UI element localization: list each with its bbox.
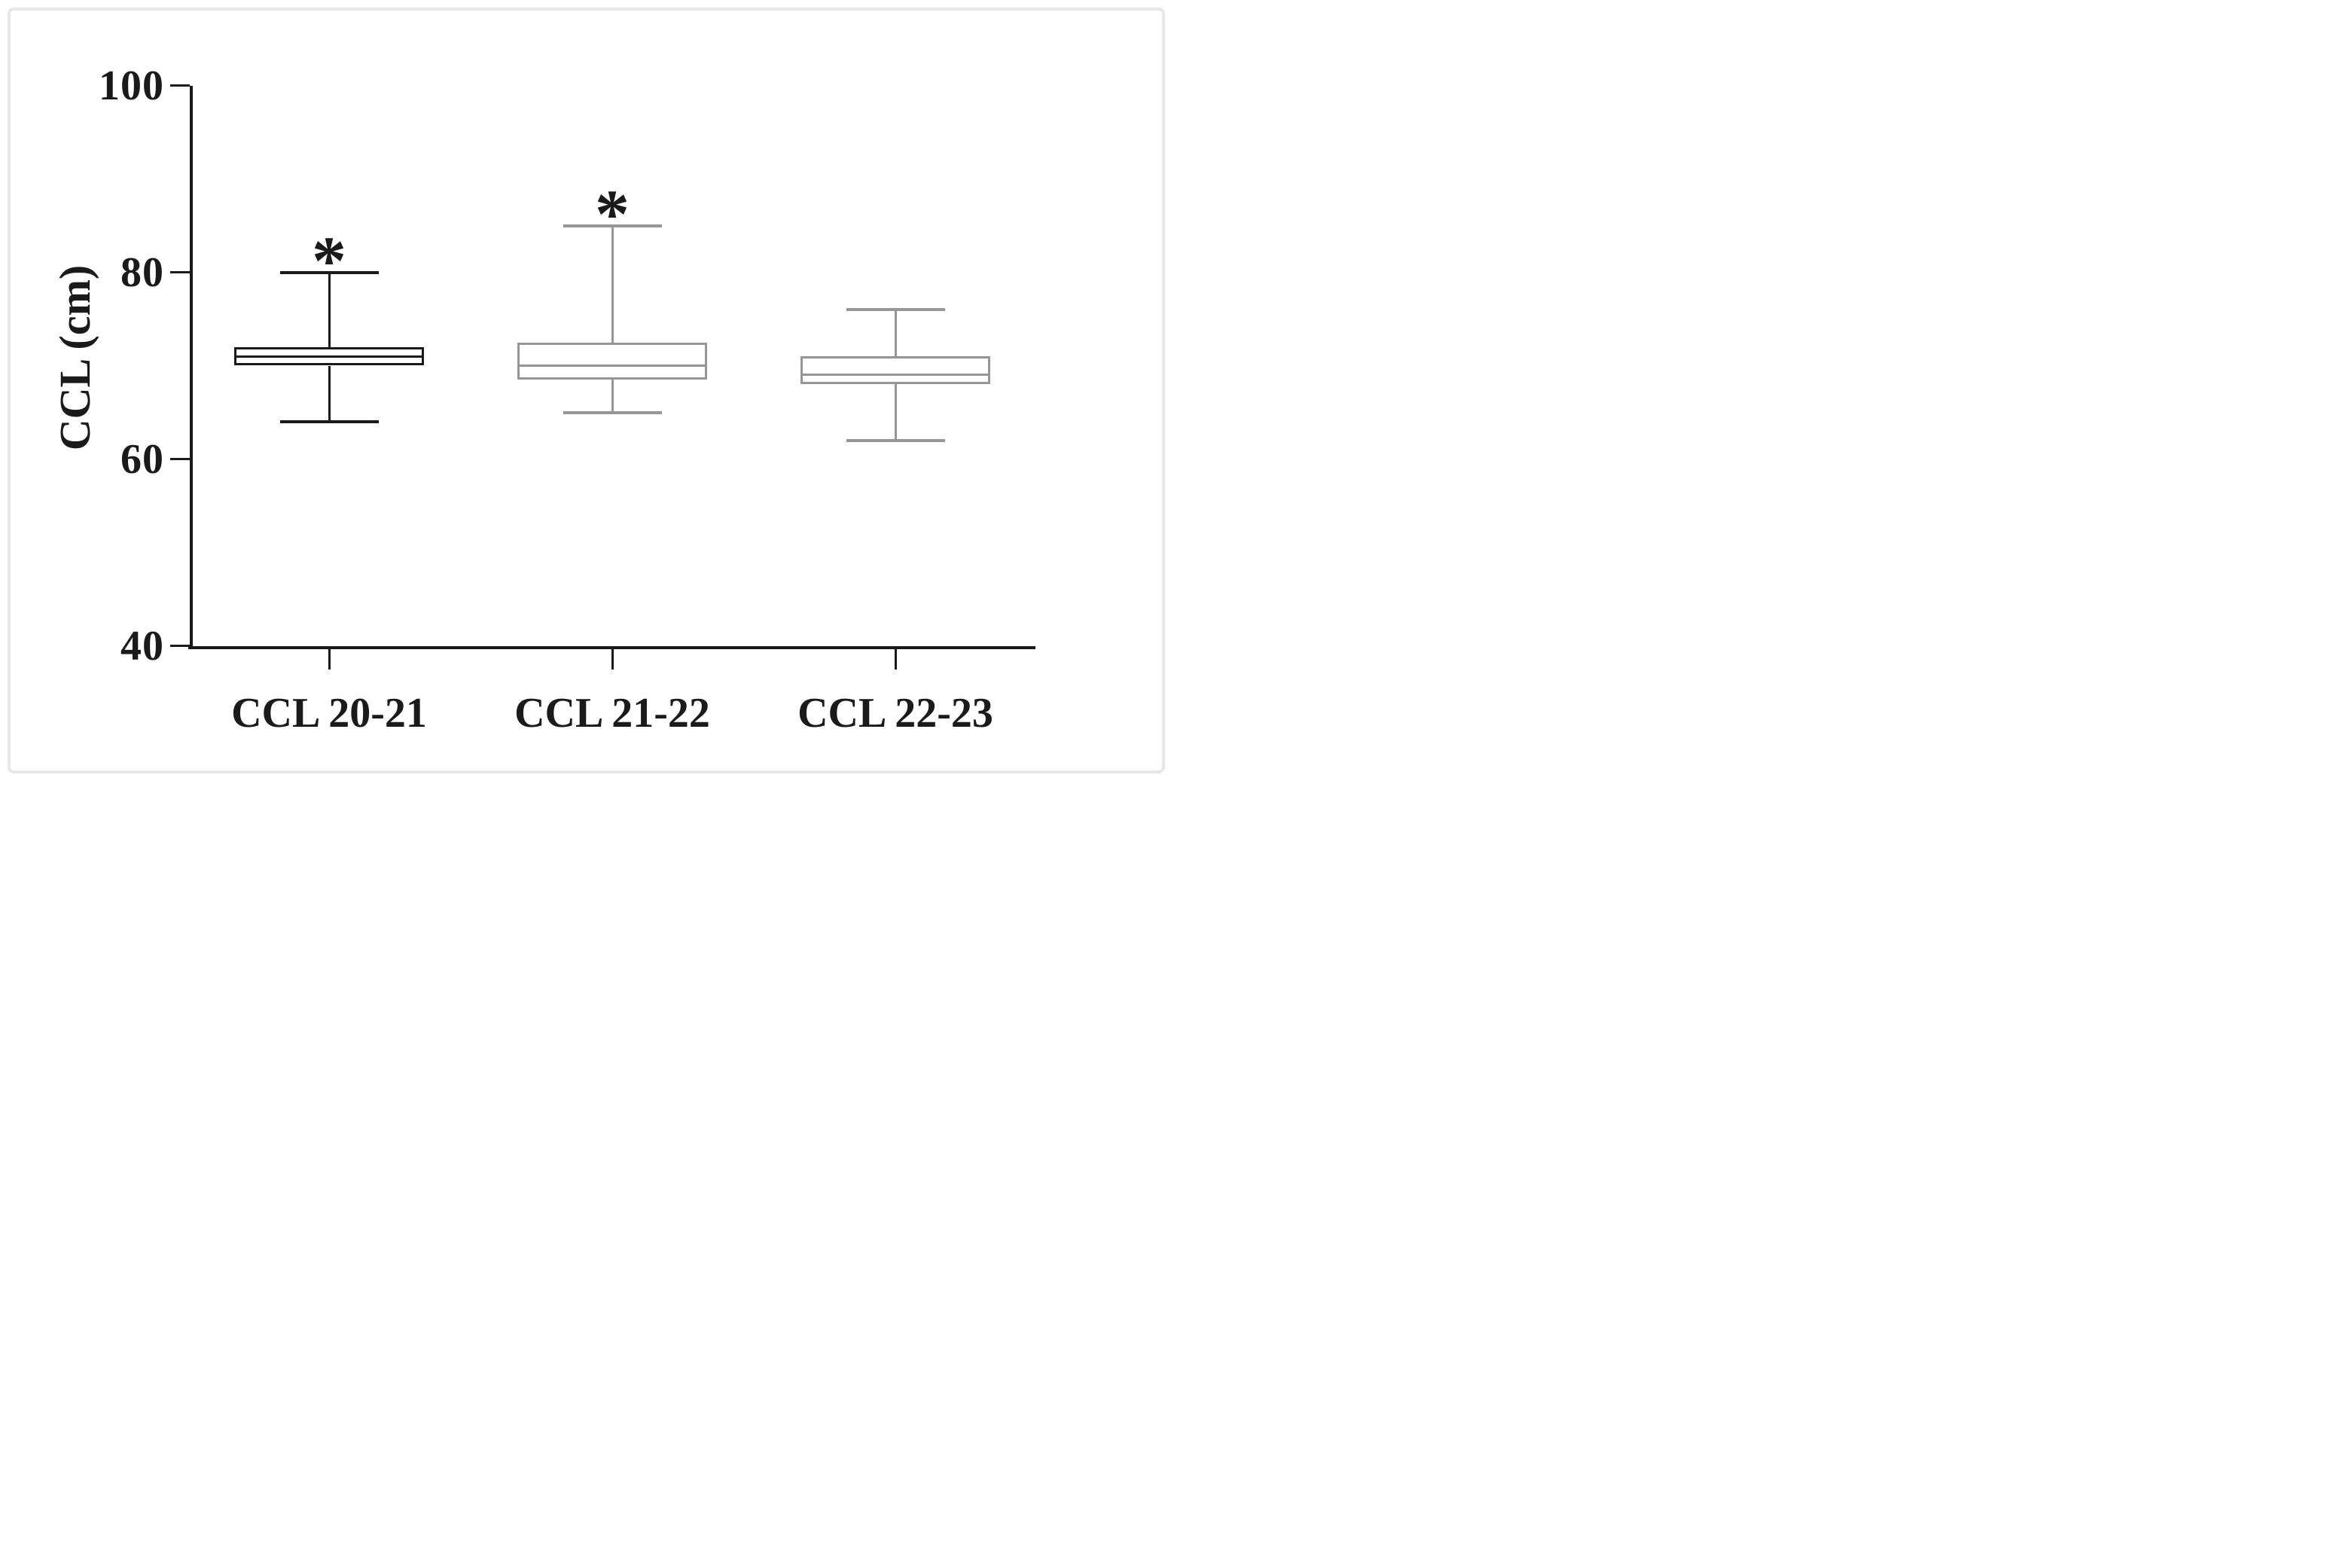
upper-whisker xyxy=(894,310,897,357)
min-whisker-cap xyxy=(279,419,379,423)
upper-whisker xyxy=(328,272,331,347)
median-line xyxy=(517,365,707,367)
iqr-box xyxy=(800,356,990,385)
upper-whisker xyxy=(611,225,614,343)
category-label: CCL 20-21 xyxy=(231,690,427,737)
y-tick-label: 60 xyxy=(120,435,164,483)
significance-asterisk: * xyxy=(312,221,346,299)
max-whisker-cap xyxy=(846,308,945,312)
y-axis-line xyxy=(190,85,193,649)
lower-whisker xyxy=(328,365,331,422)
y-tick-label: 80 xyxy=(120,249,164,296)
y-axis-tick xyxy=(170,271,190,273)
y-tick-label: 100 xyxy=(99,62,164,109)
y-axis-tick xyxy=(170,458,190,460)
min-whisker-cap xyxy=(846,438,945,442)
lower-whisker xyxy=(611,380,614,413)
category-label: CCL 22-23 xyxy=(797,690,993,737)
x-axis-tick xyxy=(328,648,331,670)
significance-asterisk: * xyxy=(595,175,630,252)
y-axis-tick xyxy=(170,645,190,647)
boxplot-chart: CCL (cm) 40 60 80 100 * CCL 20-21 * CCL 21-22 CC… xyxy=(0,0,1176,784)
iqr-box xyxy=(517,342,707,380)
median-line xyxy=(800,374,990,377)
category-label: CCL 21-22 xyxy=(514,690,710,737)
min-whisker-cap xyxy=(563,410,662,414)
max-whisker-cap xyxy=(563,224,662,227)
x-axis-tick xyxy=(894,648,897,670)
lower-whisker xyxy=(894,384,897,441)
y-tick-label: 40 xyxy=(120,622,164,670)
y-axis-title: CCL (cm) xyxy=(50,264,99,451)
boxplot-figure: { "figure": { "background_color": "#ffff… xyxy=(0,0,1176,784)
y-axis-tick xyxy=(170,84,190,87)
x-axis-tick xyxy=(611,648,614,670)
max-whisker-cap xyxy=(279,270,379,274)
x-axis-line xyxy=(188,645,1035,649)
median-line xyxy=(234,355,424,358)
